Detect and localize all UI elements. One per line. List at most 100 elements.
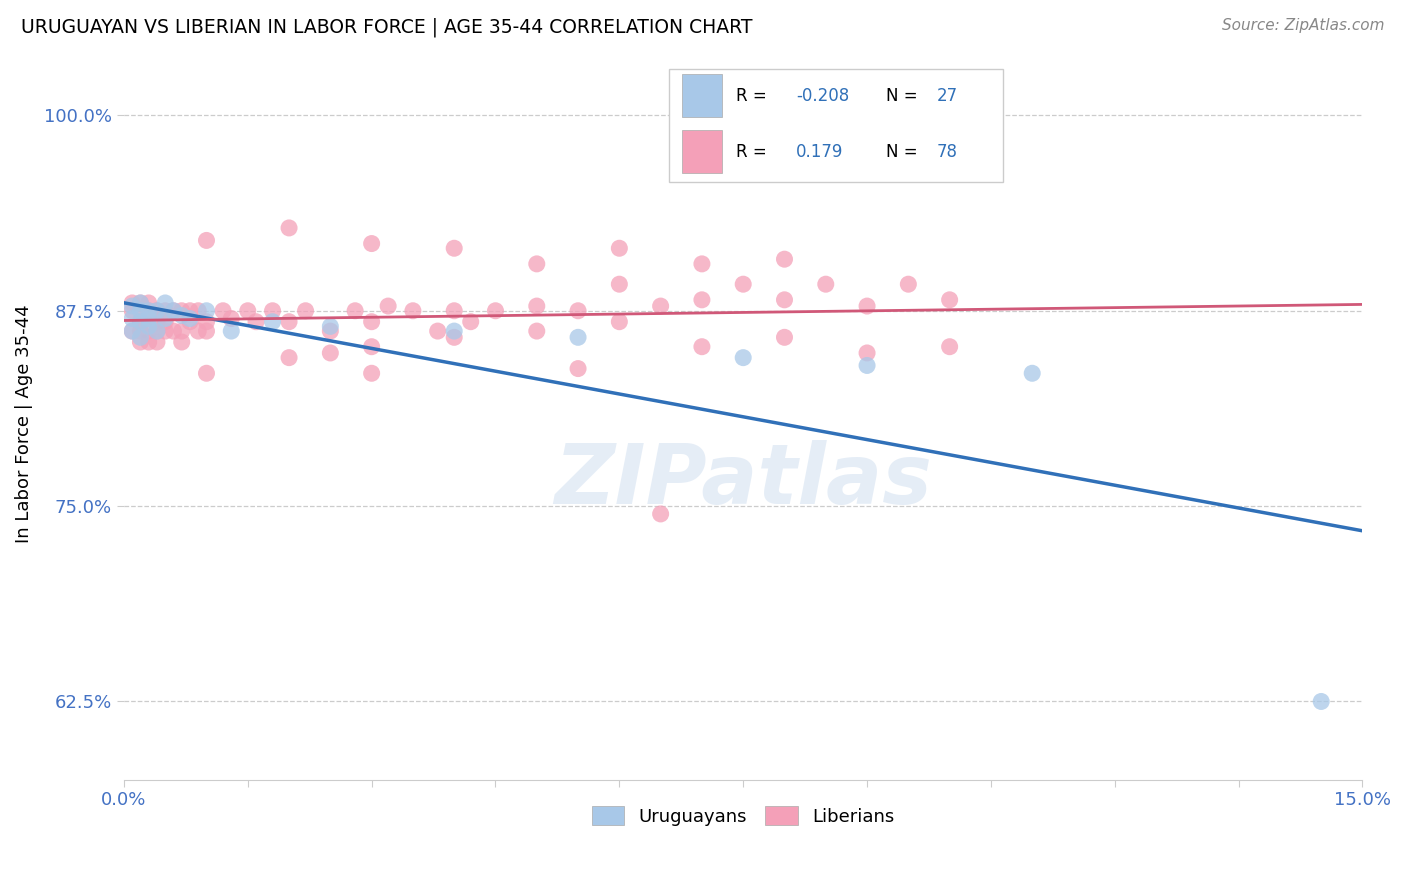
Point	[443, 303, 465, 318]
Point	[129, 330, 152, 344]
Point	[733, 351, 755, 365]
Point	[129, 315, 152, 329]
Point	[187, 324, 209, 338]
Point	[938, 293, 960, 307]
Point	[360, 236, 382, 251]
Point	[170, 334, 193, 349]
Point	[170, 303, 193, 318]
Text: ZIPatlas: ZIPatlas	[554, 441, 932, 522]
Point	[856, 346, 879, 360]
Point	[443, 324, 465, 338]
Point	[121, 303, 143, 318]
Point	[146, 324, 169, 338]
Point	[219, 311, 242, 326]
Point	[484, 303, 506, 318]
Point	[195, 366, 218, 380]
Point	[526, 299, 548, 313]
Point	[129, 324, 152, 338]
Point	[360, 366, 382, 380]
Point	[138, 296, 160, 310]
Point	[773, 293, 796, 307]
Point	[567, 330, 589, 344]
Point	[153, 324, 176, 338]
Point	[567, 361, 589, 376]
Point	[856, 359, 879, 373]
Point	[690, 293, 713, 307]
Point	[146, 324, 169, 338]
Point	[121, 299, 143, 313]
Point	[138, 303, 160, 318]
Point	[138, 324, 160, 338]
Text: URUGUAYAN VS LIBERIAN IN LABOR FORCE | AGE 35-44 CORRELATION CHART: URUGUAYAN VS LIBERIAN IN LABOR FORCE | A…	[21, 18, 752, 37]
Point	[650, 507, 672, 521]
Text: Source: ZipAtlas.com: Source: ZipAtlas.com	[1222, 18, 1385, 33]
Point	[377, 299, 399, 313]
Point	[138, 303, 160, 318]
Point	[146, 303, 169, 318]
Point	[526, 324, 548, 338]
Point	[609, 241, 631, 255]
Point	[121, 324, 143, 338]
Point	[402, 303, 425, 318]
Point	[650, 299, 672, 313]
Point	[609, 315, 631, 329]
Point	[690, 257, 713, 271]
Point	[460, 315, 482, 329]
Point	[1310, 694, 1333, 708]
Point	[146, 315, 169, 329]
Point	[567, 303, 589, 318]
Point	[360, 315, 382, 329]
Point	[609, 277, 631, 292]
Point	[121, 324, 143, 338]
Point	[179, 315, 201, 329]
Point	[129, 303, 152, 318]
Point	[773, 330, 796, 344]
Point	[121, 296, 143, 310]
Point	[245, 315, 267, 329]
Point	[187, 303, 209, 318]
Point	[856, 299, 879, 313]
Point	[278, 221, 301, 235]
Point	[129, 315, 152, 329]
Point	[153, 315, 176, 329]
Point	[262, 303, 284, 318]
Point	[195, 234, 218, 248]
Point	[153, 311, 176, 326]
Point	[319, 346, 342, 360]
Point	[195, 315, 218, 329]
Point	[262, 315, 284, 329]
Point	[938, 340, 960, 354]
Point	[344, 303, 367, 318]
Point	[733, 277, 755, 292]
Point	[319, 319, 342, 334]
Point	[170, 324, 193, 338]
Point	[690, 340, 713, 354]
Point	[170, 309, 193, 323]
Point	[138, 334, 160, 349]
Point	[121, 311, 143, 326]
Point	[278, 315, 301, 329]
Point	[219, 324, 242, 338]
Point	[897, 277, 920, 292]
Point	[138, 319, 160, 334]
Point	[443, 330, 465, 344]
Legend: Uruguayans, Liberians: Uruguayans, Liberians	[583, 797, 904, 835]
Point	[426, 324, 449, 338]
Point	[212, 303, 235, 318]
Point	[195, 303, 218, 318]
Point	[162, 324, 184, 338]
Point	[162, 303, 184, 318]
Point	[146, 303, 169, 318]
Point	[278, 351, 301, 365]
Point	[294, 303, 316, 318]
Point	[526, 257, 548, 271]
Point	[236, 303, 259, 318]
Point	[195, 324, 218, 338]
Point	[129, 296, 152, 310]
Point	[153, 303, 176, 318]
Point	[443, 241, 465, 255]
Point	[773, 252, 796, 267]
Point	[319, 324, 342, 338]
Point	[146, 334, 169, 349]
Point	[179, 303, 201, 318]
